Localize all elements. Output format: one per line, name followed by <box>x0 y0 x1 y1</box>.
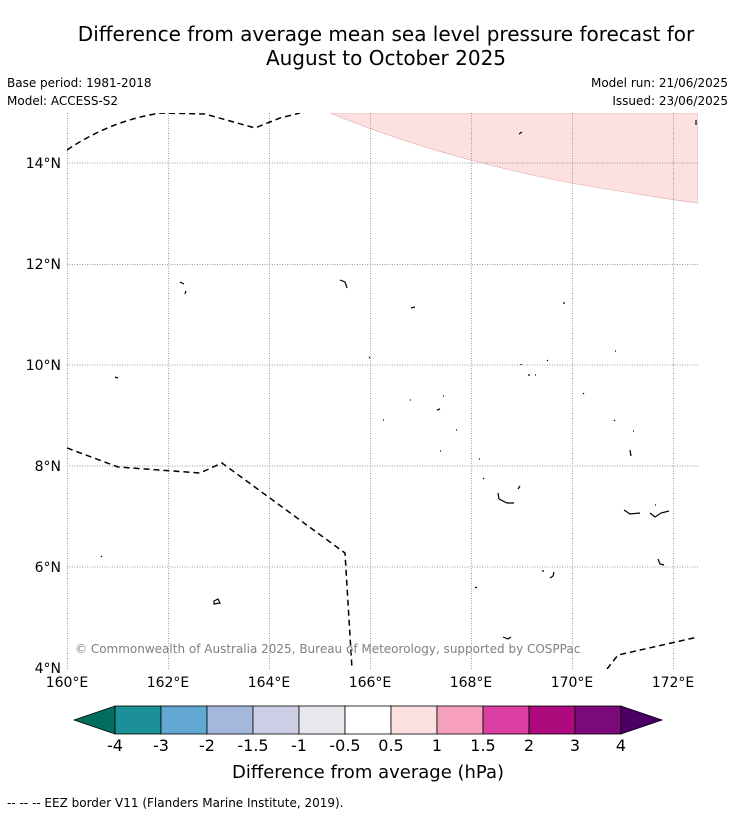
lat-label-4: 4°N <box>35 661 61 677</box>
map-title: Difference from average mean sea level p… <box>0 22 736 70</box>
colorbar-swatch <box>206 705 254 735</box>
island <box>623 504 670 518</box>
colorbar-swatch <box>482 705 530 735</box>
island <box>410 395 444 411</box>
colorbar-swatch <box>160 705 208 735</box>
colorbar <box>72 705 664 735</box>
colorbar-swatch <box>252 705 300 735</box>
island <box>502 636 512 640</box>
model-run: Model run: 21/06/2025 <box>590 76 728 90</box>
meta-right: Model run: 21/06/2025 Issued: 23/06/2025 <box>591 74 728 110</box>
islands <box>100 120 697 640</box>
colorbar-label: Difference from average (hPa) <box>232 762 504 783</box>
lon-label-168: 168°E <box>450 675 493 691</box>
island <box>474 586 478 589</box>
island <box>520 359 549 376</box>
cbar-tick: -4 <box>107 736 123 755</box>
colorbar-swatch <box>114 705 162 735</box>
island <box>582 350 616 395</box>
colorbar-arrow-right <box>620 705 664 735</box>
island <box>213 598 221 605</box>
lat-label-14: 14°N <box>26 156 61 172</box>
copyright-notice: © Commonwealth of Australia 2025, Bureau… <box>75 642 580 656</box>
colorbar-swatch <box>528 705 576 735</box>
meta-left: Base period: 1981-2018 Model: ACCESS-S2 <box>7 74 152 110</box>
island <box>440 449 632 457</box>
island <box>479 458 485 480</box>
lon-label-162: 162°E <box>147 675 190 691</box>
lat-label-12: 12°N <box>26 257 61 273</box>
graticule <box>67 113 698 669</box>
cbar-tick: 4 <box>616 736 626 755</box>
lon-label-166: 166°E <box>349 675 392 691</box>
colorbar-swatch <box>344 705 392 735</box>
island <box>383 419 634 432</box>
cbar-tick: 2 <box>524 736 534 755</box>
lat-label-10: 10°N <box>26 358 61 374</box>
lat-label-8: 8°N <box>35 459 61 475</box>
island <box>100 555 103 558</box>
eez-border-west <box>67 447 353 669</box>
colorbar-swatch <box>436 705 484 735</box>
issued-date: Issued: 23/06/2025 <box>612 94 728 108</box>
island <box>179 281 187 295</box>
cbar-tick: -0.5 <box>329 736 360 755</box>
eez-borders <box>67 113 698 669</box>
lon-label-164: 164°E <box>248 675 291 691</box>
island <box>657 558 665 566</box>
lon-label-170: 170°E <box>551 675 594 691</box>
cbar-tick: 1 <box>432 736 442 755</box>
cbar-tick: -3 <box>153 736 169 755</box>
island <box>339 279 348 289</box>
cbar-tick: -1.5 <box>237 736 268 755</box>
island <box>542 570 555 579</box>
lat-label-6: 6°N <box>35 560 61 576</box>
cbar-tick: -1 <box>291 736 307 755</box>
latitude-labels: 14°N 12°N 10°N 8°N 6°N 4°N <box>26 156 61 677</box>
colorbar-tick-labels: -4 -3 -2 -1.5 -1 -0.5 0.5 1 1.5 2 3 4 <box>107 736 626 755</box>
map-area: © Commonwealth of Australia 2025, Bureau… <box>67 113 698 669</box>
title-line-2: August to October 2025 <box>265 46 507 70</box>
positive-anomaly-region <box>329 113 698 204</box>
colorbar-swatch <box>298 705 346 735</box>
island <box>410 306 416 309</box>
island <box>368 356 371 359</box>
lon-label-160: 160°E <box>46 675 89 691</box>
eez-footnote: -- -- -- EEZ border V11 (Flanders Marine… <box>7 796 344 810</box>
lon-label-172: 172°E <box>652 675 695 691</box>
colorbar-arrow-left <box>72 705 116 735</box>
base-period: Base period: 1981-2018 <box>7 76 152 90</box>
island <box>114 376 119 379</box>
eez-border-southeast <box>606 636 698 669</box>
island <box>518 131 523 135</box>
cbar-tick: 3 <box>570 736 580 755</box>
eez-border-north <box>67 113 301 151</box>
model-name: Model: ACCESS-S2 <box>7 94 119 108</box>
colorbar-swatch <box>574 705 622 735</box>
title-line-1: Difference from average mean sea level p… <box>77 22 695 46</box>
cbar-tick: 1.5 <box>470 736 495 755</box>
colorbar-swatch <box>390 705 438 735</box>
island <box>497 485 521 504</box>
longitude-labels: 160°E 162°E 164°E 166°E 168°E 170°E 172°… <box>46 675 695 691</box>
cbar-tick: 0.5 <box>378 736 403 755</box>
cbar-tick: -2 <box>199 736 215 755</box>
